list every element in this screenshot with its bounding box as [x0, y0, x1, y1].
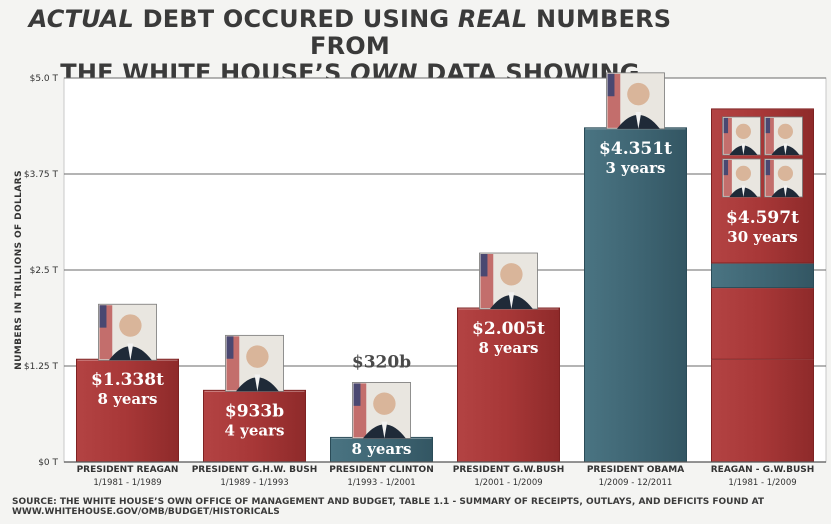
head-shape	[119, 314, 142, 337]
flag-shape	[723, 117, 732, 154]
title-line1-run-3: NUMBERS FROM	[310, 5, 672, 60]
shirt-shape	[741, 143, 746, 155]
shirt-shape	[508, 292, 515, 310]
bar-years-label-3: 8 years	[479, 339, 539, 357]
title-line1-run-2: REAL	[457, 5, 528, 33]
head-shape	[735, 165, 752, 181]
president-portrait-5-2	[722, 158, 761, 198]
bar-value-label-1: $933b	[225, 401, 284, 421]
bar-value-label-0: $1.338t	[91, 370, 164, 390]
flag-canton-shape	[765, 159, 771, 176]
source-line-1: SOURCE: THE WHITE HOUSE’S OWN OFFICE OF …	[12, 497, 765, 507]
shirt-shape	[741, 185, 746, 197]
president-portrait-2	[352, 382, 411, 439]
president-portrait-5-0	[722, 116, 761, 156]
bar-2	[330, 436, 433, 463]
axes: $0 T $1.25 T $2.5 T $3.75 T $5.0 T NUMBERS IN…	[14, 74, 826, 488]
y-tick-label-0: $0 T	[38, 458, 58, 468]
y-tick-label-4: $5.0 T	[30, 74, 59, 84]
head-shape	[735, 123, 752, 139]
title-line1-run-1: DEBT OCCURED USING	[134, 5, 458, 33]
y-axis-label: NUMBERS IN TRILLIONS OF DOLLARS	[14, 170, 24, 370]
x-category-dates-3: 1/2001 - 1/2009	[474, 478, 542, 488]
flag-shape	[765, 159, 774, 196]
head-shape	[246, 345, 269, 368]
title-line1-run-0: ACTUAL	[28, 5, 135, 33]
president-portrait-0	[98, 303, 157, 361]
flag-shape	[765, 117, 774, 154]
flag-canton-shape	[723, 117, 729, 134]
x-category-label-1: PRESIDENT G.H.W. BUSH	[192, 465, 318, 475]
y-tick-label-3: $3.75 T	[24, 170, 59, 180]
flag-canton-shape	[99, 305, 107, 328]
bar-1	[203, 389, 306, 463]
bar-segment-5-0	[711, 358, 814, 463]
title-line-1: ACTUAL DEBT OCCURED USING REAL NUMBERS F…	[0, 6, 700, 60]
x-category-dates-2: 1/1993 - 1/2001	[347, 478, 415, 488]
source-note: SOURCE: THE WHITE HOUSE’S OWN OFFICE OF …	[12, 497, 822, 517]
shirt-shape	[127, 343, 134, 361]
flag-canton-shape	[765, 117, 771, 134]
y-tick-label-2: $2.5 T	[30, 266, 59, 276]
flag-canton-shape	[480, 254, 488, 277]
bar-3	[457, 307, 560, 463]
shirt-shape	[635, 112, 642, 129]
x-category-dates-5: 1/1981 - 1/2009	[728, 478, 796, 488]
head-shape	[373, 392, 396, 415]
head-shape	[777, 123, 794, 139]
president-portrait-4	[606, 72, 665, 130]
shirt-shape	[783, 143, 788, 155]
president-portrait-5-3	[764, 158, 803, 198]
y-tick-label-1: $1.25 T	[24, 362, 59, 372]
flag-canton-shape	[723, 159, 729, 176]
x-category-label-0: PRESIDENT REAGAN	[77, 465, 179, 475]
president-portrait-3	[479, 252, 538, 310]
bar-years-label-4: 3 years	[606, 159, 666, 177]
president-portrait-5-1	[764, 116, 803, 156]
x-category-label-2: PRESIDENT CLINTON	[329, 465, 433, 475]
head-shape	[500, 263, 523, 286]
bar-value-label-4: $4.351t	[599, 139, 672, 159]
head-shape	[777, 165, 794, 181]
x-category-dates-1: 1/1989 - 1/1993	[220, 478, 288, 488]
x-category-label-3: PRESIDENT G.W.BUSH	[453, 465, 565, 475]
bar-0	[76, 358, 179, 463]
bar-value-label-3: $2.005t	[472, 319, 545, 339]
x-category-dates-0: 1/1981 - 1/1989	[93, 478, 161, 488]
president-portrait-1	[225, 334, 284, 392]
flag-canton-shape	[353, 383, 361, 406]
bar-years-label-2: 8 years	[352, 440, 412, 458]
bar-segment-5-1	[711, 287, 814, 360]
bar-value-label-5: $4.597t	[726, 208, 799, 228]
shirt-shape	[254, 374, 261, 392]
bar-years-label-5: 30 years	[727, 228, 797, 246]
gridlines	[64, 77, 826, 367]
bar-outside-label-2: $320b	[352, 352, 411, 372]
shirt-shape	[783, 185, 788, 197]
bar-4	[584, 127, 687, 463]
shirt-shape	[381, 421, 388, 439]
bar-segment-5-2	[711, 262, 814, 289]
flag-canton-shape	[607, 73, 615, 97]
x-category-dates-4: 1/2009 - 12/2011	[599, 478, 673, 488]
x-category-label-4: PRESIDENT OBAMA	[587, 465, 684, 475]
x-category-label-5: REAGAN - G.W.BUSH	[711, 465, 815, 475]
head-shape	[627, 82, 650, 106]
source-line-2: WWW.WHITEHOUSE.GOV/OMB/BUDGET/HISTORICAL…	[12, 507, 280, 517]
bar-years-label-0: 8 years	[98, 390, 158, 408]
bar-years-label-1: 4 years	[225, 421, 285, 439]
flag-shape	[723, 159, 732, 196]
bar-group-2: 8 years $320b	[330, 352, 433, 463]
flag-canton-shape	[226, 336, 234, 359]
